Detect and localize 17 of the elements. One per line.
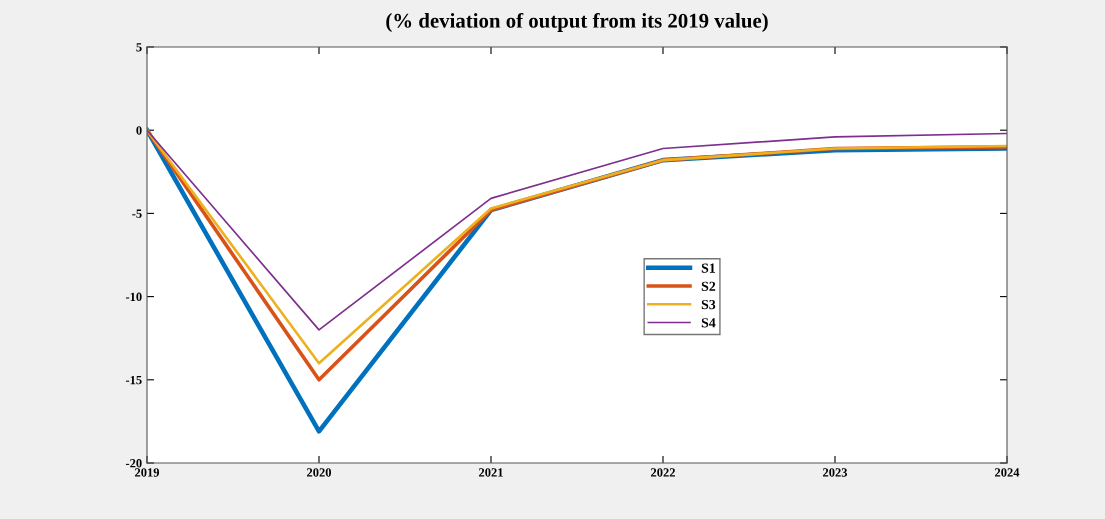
chart-title: (% deviation of output from its 2019 value) [386, 12, 768, 32]
y-tick-label: -5 [132, 209, 142, 218]
x-tick-label: 2020 [307, 468, 332, 477]
x-tick-label: 2021 [479, 468, 503, 477]
legend-label: S3 [701, 299, 716, 310]
legend-label: S2 [701, 281, 716, 291]
x-tick-label: 2019 [135, 468, 160, 477]
y-tick-label: -15 [125, 375, 142, 385]
y-tick-label: -10 [125, 292, 142, 302]
y-tick-label: 0 [136, 126, 142, 135]
x-tick-label: 2022 [651, 468, 675, 477]
x-tick-label: 2023 [823, 468, 848, 477]
y-tick-label: -20 [125, 459, 142, 468]
y-tick-label: 5 [136, 43, 142, 52]
legend-label: S4 [701, 318, 716, 328]
legend-label: S1 [701, 263, 716, 273]
x-tick-label: 2024 [995, 468, 1020, 477]
